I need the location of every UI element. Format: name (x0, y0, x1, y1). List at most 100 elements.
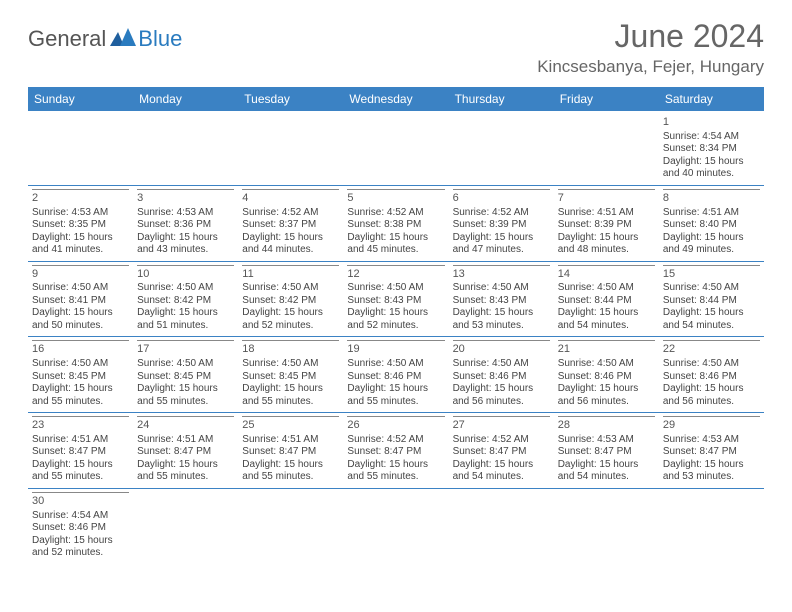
day-number: 30 (32, 492, 129, 509)
day-header: Thursday (449, 87, 554, 111)
sunrise-text: Sunrise: 4:50 AM (453, 358, 550, 371)
brand-logo: General Blue (28, 18, 182, 52)
sunset-text: Sunset: 8:39 PM (558, 219, 655, 232)
sunset-text: Sunset: 8:43 PM (453, 295, 550, 308)
day-number: 9 (32, 265, 129, 282)
daylight-text: Daylight: 15 hours and 54 minutes. (663, 307, 760, 332)
calendar-week: 1Sunrise: 4:54 AMSunset: 8:34 PMDaylight… (28, 111, 764, 186)
sunset-text: Sunset: 8:47 PM (137, 446, 234, 459)
calendar-week: 2Sunrise: 4:53 AMSunset: 8:35 PMDaylight… (28, 186, 764, 262)
calendar-cell-empty (449, 489, 554, 564)
calendar-week: 30Sunrise: 4:54 AMSunset: 8:46 PMDayligh… (28, 489, 764, 564)
daylight-text: Daylight: 15 hours and 55 minutes. (137, 383, 234, 408)
sunset-text: Sunset: 8:39 PM (453, 219, 550, 232)
calendar-cell: 22Sunrise: 4:50 AMSunset: 8:46 PMDayligh… (659, 337, 764, 412)
daylight-text: Daylight: 15 hours and 54 minutes. (453, 459, 550, 484)
flag-icon (110, 28, 136, 51)
daylight-text: Daylight: 15 hours and 56 minutes. (558, 383, 655, 408)
calendar-cell-empty (343, 489, 448, 564)
day-number: 26 (347, 416, 444, 433)
daylight-text: Daylight: 15 hours and 40 minutes. (663, 156, 760, 181)
day-number: 19 (347, 340, 444, 357)
sunrise-text: Sunrise: 4:53 AM (558, 434, 655, 447)
day-number: 8 (663, 189, 760, 206)
sunset-text: Sunset: 8:46 PM (663, 371, 760, 384)
calendar-cell-empty (133, 489, 238, 564)
day-header: Friday (554, 87, 659, 111)
sunrise-text: Sunrise: 4:50 AM (242, 358, 339, 371)
day-number: 11 (242, 265, 339, 282)
day-number: 22 (663, 340, 760, 357)
sunset-text: Sunset: 8:46 PM (32, 522, 129, 535)
day-number: 13 (453, 265, 550, 282)
sunset-text: Sunset: 8:38 PM (347, 219, 444, 232)
calendar-cell-empty (554, 111, 659, 185)
title-block: June 2024 Kincsesbanya, Fejer, Hungary (537, 18, 764, 77)
sunset-text: Sunset: 8:37 PM (242, 219, 339, 232)
calendar-cell: 16Sunrise: 4:50 AMSunset: 8:45 PMDayligh… (28, 337, 133, 412)
calendar-cell: 1Sunrise: 4:54 AMSunset: 8:34 PMDaylight… (659, 111, 764, 185)
sunrise-text: Sunrise: 4:52 AM (347, 207, 444, 220)
day-number: 5 (347, 189, 444, 206)
day-number: 12 (347, 265, 444, 282)
calendar-cell: 8Sunrise: 4:51 AMSunset: 8:40 PMDaylight… (659, 186, 764, 261)
sunrise-text: Sunrise: 4:52 AM (347, 434, 444, 447)
day-number: 14 (558, 265, 655, 282)
header: General Blue June 2024 Kincsesbanya, Fej… (28, 18, 764, 77)
day-number: 6 (453, 189, 550, 206)
calendar-cell: 17Sunrise: 4:50 AMSunset: 8:45 PMDayligh… (133, 337, 238, 412)
calendar-cell: 12Sunrise: 4:50 AMSunset: 8:43 PMDayligh… (343, 262, 448, 337)
sunrise-text: Sunrise: 4:50 AM (32, 282, 129, 295)
sunrise-text: Sunrise: 4:50 AM (137, 282, 234, 295)
daylight-text: Daylight: 15 hours and 56 minutes. (663, 383, 760, 408)
calendar-cell-empty (133, 111, 238, 185)
sunset-text: Sunset: 8:46 PM (347, 371, 444, 384)
sunrise-text: Sunrise: 4:51 AM (32, 434, 129, 447)
day-number: 7 (558, 189, 655, 206)
daylight-text: Daylight: 15 hours and 55 minutes. (32, 383, 129, 408)
calendar-cell: 27Sunrise: 4:52 AMSunset: 8:47 PMDayligh… (449, 413, 554, 488)
daylight-text: Daylight: 15 hours and 52 minutes. (347, 307, 444, 332)
sunset-text: Sunset: 8:47 PM (558, 446, 655, 459)
calendar-cell: 15Sunrise: 4:50 AMSunset: 8:44 PMDayligh… (659, 262, 764, 337)
calendar-cell: 6Sunrise: 4:52 AMSunset: 8:39 PMDaylight… (449, 186, 554, 261)
calendar-week: 9Sunrise: 4:50 AMSunset: 8:41 PMDaylight… (28, 262, 764, 338)
daylight-text: Daylight: 15 hours and 50 minutes. (32, 307, 129, 332)
sunset-text: Sunset: 8:45 PM (137, 371, 234, 384)
sunset-text: Sunset: 8:46 PM (453, 371, 550, 384)
calendar-cell: 21Sunrise: 4:50 AMSunset: 8:46 PMDayligh… (554, 337, 659, 412)
sunrise-text: Sunrise: 4:54 AM (663, 131, 760, 144)
daylight-text: Daylight: 15 hours and 55 minutes. (137, 459, 234, 484)
sunrise-text: Sunrise: 4:50 AM (347, 358, 444, 371)
day-header: Monday (133, 87, 238, 111)
location-subtitle: Kincsesbanya, Fejer, Hungary (537, 57, 764, 77)
sunrise-text: Sunrise: 4:50 AM (137, 358, 234, 371)
day-header: Saturday (659, 87, 764, 111)
sunset-text: Sunset: 8:47 PM (32, 446, 129, 459)
day-number: 1 (663, 114, 760, 130)
calendar-cell-empty (659, 489, 764, 564)
sunrise-text: Sunrise: 4:50 AM (558, 282, 655, 295)
daylight-text: Daylight: 15 hours and 53 minutes. (663, 459, 760, 484)
calendar-cell: 7Sunrise: 4:51 AMSunset: 8:39 PMDaylight… (554, 186, 659, 261)
daylight-text: Daylight: 15 hours and 47 minutes. (453, 232, 550, 257)
sunset-text: Sunset: 8:43 PM (347, 295, 444, 308)
sunrise-text: Sunrise: 4:51 AM (558, 207, 655, 220)
day-number: 3 (137, 189, 234, 206)
day-header: Sunday (28, 87, 133, 111)
calendar-cell: 3Sunrise: 4:53 AMSunset: 8:36 PMDaylight… (133, 186, 238, 261)
day-number: 29 (663, 416, 760, 433)
day-number: 16 (32, 340, 129, 357)
day-header: Wednesday (343, 87, 448, 111)
sunrise-text: Sunrise: 4:52 AM (453, 434, 550, 447)
calendar-body: 1Sunrise: 4:54 AMSunset: 8:34 PMDaylight… (28, 111, 764, 564)
sunrise-text: Sunrise: 4:53 AM (663, 434, 760, 447)
calendar-cell: 14Sunrise: 4:50 AMSunset: 8:44 PMDayligh… (554, 262, 659, 337)
daylight-text: Daylight: 15 hours and 55 minutes. (242, 383, 339, 408)
calendar-cell: 20Sunrise: 4:50 AMSunset: 8:46 PMDayligh… (449, 337, 554, 412)
calendar-cell-empty (238, 111, 343, 185)
sunrise-text: Sunrise: 4:50 AM (347, 282, 444, 295)
daylight-text: Daylight: 15 hours and 55 minutes. (347, 383, 444, 408)
calendar-week: 23Sunrise: 4:51 AMSunset: 8:47 PMDayligh… (28, 413, 764, 489)
day-number: 25 (242, 416, 339, 433)
